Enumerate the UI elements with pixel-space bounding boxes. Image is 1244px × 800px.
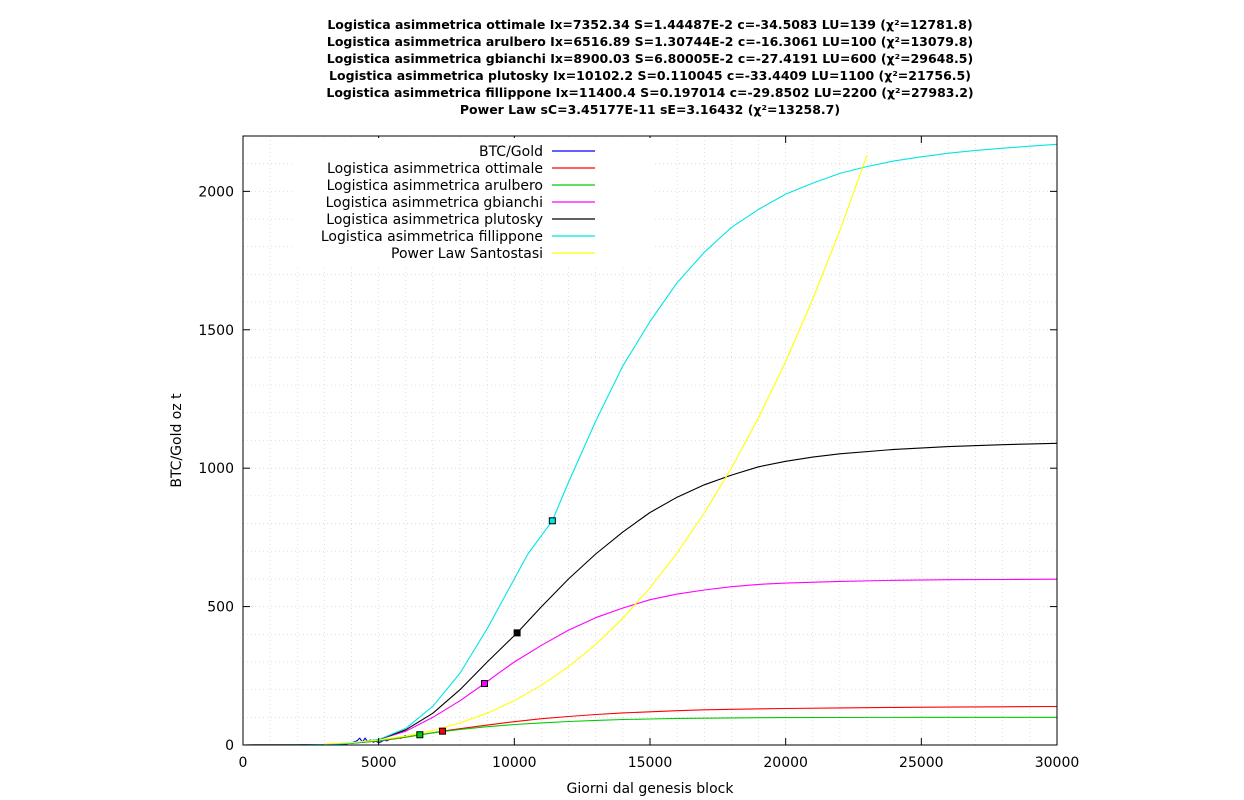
- x-tick-label: 10000: [492, 755, 537, 771]
- x-tick-label: 5000: [361, 755, 397, 771]
- inflection-marker-2: [480, 680, 488, 688]
- legend-label-2: Logistica asimmetrica arulbero: [327, 178, 543, 194]
- x-tick-label: 25000: [899, 755, 944, 771]
- series-line-6: [324, 154, 868, 745]
- chart-titles: Logistica asimmetrica ottimale Ix=7352.3…: [0, 16, 1244, 118]
- y-axis-label: BTC/Gold oz t: [169, 393, 185, 488]
- y-tick-label: 1000: [198, 461, 234, 477]
- inflection-marker-3: [513, 629, 521, 637]
- y-tick-label: 1500: [198, 323, 234, 339]
- x-tick-label: 20000: [763, 755, 808, 771]
- series-layer: [242, 143, 1058, 746]
- x-tick-label: 30000: [1035, 755, 1080, 771]
- series-line-5: [242, 143, 1058, 746]
- title-line-gbianchi: Logistica asimmetrica gbianchi Ix=8900.0…: [326, 51, 974, 66]
- inflection-marker-4: [548, 517, 556, 525]
- title-line-fillippone: Logistica asimmetrica fillippone Ix=1140…: [326, 85, 974, 100]
- ticks: 0 5000 10000 15000 20000 25000 30000 0 500 1000 15…: [198, 136, 1079, 771]
- title-line-plutosky: Logistica asimmetrica plutosky Ix=10102.…: [329, 68, 971, 83]
- title-line-ottimale: Logistica asimmetrica ottimale Ix=7352.3…: [327, 17, 973, 32]
- x-axis-label: Giorni dal genesis block: [567, 781, 735, 797]
- legend-label-5: Logistica asimmetrica fillippone: [321, 229, 543, 245]
- legend-label-4: Logistica asimmetrica plutosky: [326, 212, 543, 228]
- y-tick-label: 2000: [198, 184, 234, 200]
- title-line-arulbero: Logistica asimmetrica arulbero Ix=6516.8…: [326, 34, 974, 49]
- inflection-marker-0: [438, 727, 446, 735]
- marker-layer: [416, 517, 556, 739]
- grid: [243, 136, 1057, 745]
- legend-label-3: Logistica asimmetrica gbianchi: [326, 195, 543, 211]
- inflection-marker-1: [416, 731, 424, 739]
- legend-label-6: Power Law Santostasi: [391, 246, 543, 262]
- x-tick-label: 15000: [628, 755, 673, 771]
- y-tick-label: 500: [207, 600, 234, 616]
- legend-label-1: Logistica asimmetrica ottimale: [327, 161, 543, 177]
- legend-label-0: BTC/Gold: [479, 144, 543, 160]
- x-tick-label: 0: [239, 755, 248, 771]
- title-line-powerlaw: Power Law sC=3.45177E-11 sE=3.16432 (χ²=…: [459, 102, 841, 117]
- y-tick-label: 0: [225, 738, 234, 754]
- series-line-2: [242, 716, 1057, 746]
